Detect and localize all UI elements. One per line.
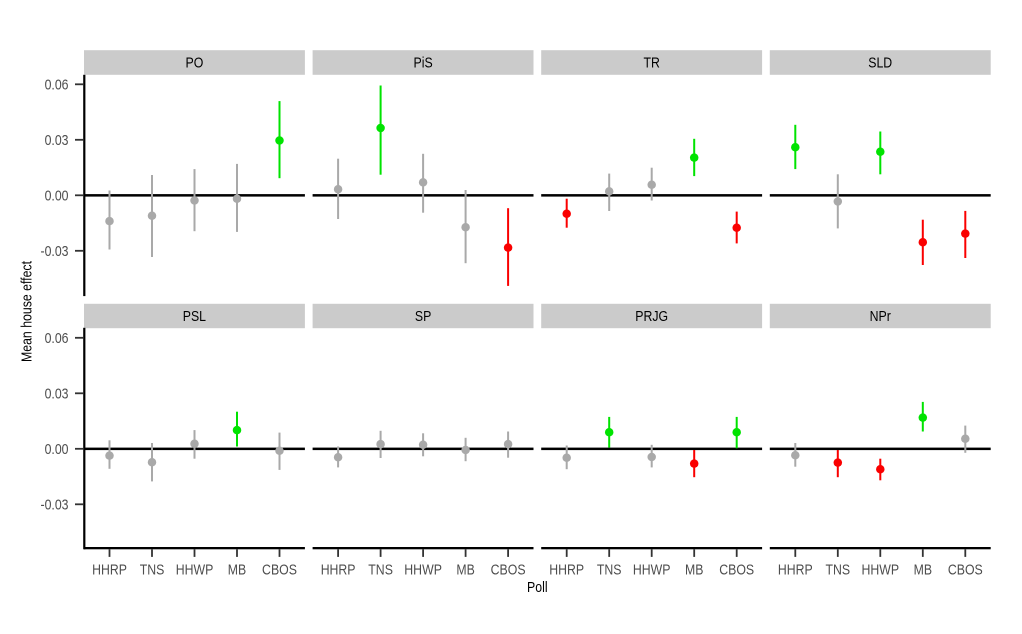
svg-text:0.00: 0.00 [45, 188, 69, 205]
svg-text:PiS: PiS [414, 55, 433, 72]
svg-text:HHRP: HHRP [321, 562, 356, 579]
svg-text:HHWP: HHWP [176, 562, 214, 579]
svg-text:CBOS: CBOS [262, 562, 297, 579]
svg-text:Poll: Poll [527, 579, 548, 596]
svg-text:SP: SP [415, 308, 431, 325]
svg-text:HHWP: HHWP [862, 562, 900, 579]
svg-text:MB: MB [228, 562, 246, 579]
svg-text:HHRP: HHRP [778, 562, 813, 579]
svg-text:NPr: NPr [870, 308, 891, 325]
svg-text:-0.03: -0.03 [41, 243, 69, 260]
svg-text:0.06: 0.06 [45, 77, 69, 94]
svg-text:CBOS: CBOS [491, 562, 526, 579]
svg-text:PSL: PSL [183, 308, 206, 325]
svg-text:CBOS: CBOS [948, 562, 983, 579]
svg-text:TNS: TNS [826, 562, 851, 579]
svg-text:TNS: TNS [368, 562, 393, 579]
svg-text:MB: MB [685, 562, 703, 579]
svg-text:MB: MB [456, 562, 474, 579]
svg-text:0.03: 0.03 [45, 386, 69, 403]
svg-text:HHRP: HHRP [549, 562, 584, 579]
svg-text:HHWP: HHWP [404, 562, 442, 579]
svg-text:CBOS: CBOS [719, 562, 754, 579]
svg-text:PO: PO [186, 55, 204, 72]
svg-text:HHWP: HHWP [633, 562, 671, 579]
svg-text:Mean house effect: Mean house effect [19, 260, 36, 362]
svg-text:PRJG: PRJG [635, 308, 668, 325]
svg-text:-0.03: -0.03 [41, 497, 69, 514]
svg-text:0.06: 0.06 [45, 330, 69, 347]
svg-text:0.03: 0.03 [45, 132, 69, 149]
svg-text:0.00: 0.00 [45, 441, 69, 458]
svg-text:HHRP: HHRP [92, 562, 127, 579]
svg-text:SLD: SLD [868, 55, 892, 72]
svg-text:TR: TR [644, 55, 661, 72]
svg-text:MB: MB [914, 562, 932, 579]
svg-text:TNS: TNS [597, 562, 622, 579]
svg-text:TNS: TNS [140, 562, 165, 579]
